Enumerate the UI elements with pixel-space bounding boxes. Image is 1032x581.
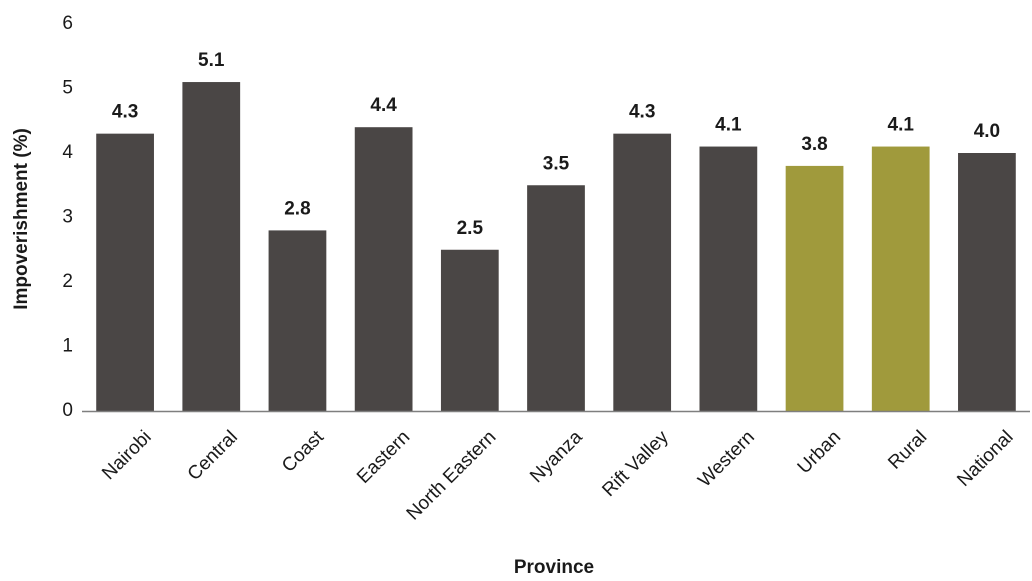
x-tick-label: National [953,427,1017,491]
x-tick-label: Urban [794,427,845,478]
x-tick-label: Nyanza [526,426,587,487]
data-label: 5.1 [198,50,225,71]
bars-group [96,82,1016,412]
x-axis-title: Province [514,557,594,578]
bar [699,146,758,412]
data-label: 3.8 [801,134,827,155]
x-tick-label: Nairobi [98,427,155,484]
y-tick-label: 4 [62,142,73,163]
x-tick-label: Eastern [353,427,414,488]
bar [268,230,327,411]
bar [182,82,241,412]
data-label: 4.3 [629,102,655,123]
data-labels-group: 4.3 5.1 2.8 4.4 2.5 3.5 4.3 4.1 3.8 4.1 4.0 [112,50,1000,239]
data-label: 4.3 [112,102,138,123]
data-label: 4.1 [715,115,742,136]
bar [613,133,672,411]
y-tick-label: 6 [62,13,73,34]
x-tick-label: North Eastern [403,427,501,525]
data-label: 2.5 [457,218,484,239]
data-label: 4.0 [974,121,1000,142]
data-label: 3.5 [543,153,570,174]
y-tick-label: 0 [62,400,73,421]
bar [354,127,413,411]
x-tick-label: Rural [884,427,931,474]
bar [527,185,585,411]
data-label: 4.1 [888,115,915,136]
y-axis-ticks: 0 1 2 3 4 5 6 [62,13,73,421]
bar [785,165,844,411]
data-label: 4.4 [370,95,397,116]
y-tick-label: 2 [62,271,73,292]
y-tick-label: 3 [62,207,73,228]
bar [96,133,154,411]
x-tick-label: Western [694,427,759,492]
y-axis-title: Impoverishment (%) [11,128,32,310]
bar [871,146,930,412]
y-tick-label: 5 [62,78,73,99]
x-tick-label: Coast [278,426,328,476]
x-tick-label: Central [184,427,242,485]
y-tick-label: 1 [62,336,73,357]
y-axis-title-group: Impoverishment (%) [11,128,32,310]
bar [440,249,499,411]
data-label: 2.8 [284,198,310,219]
bar [958,153,1016,411]
x-tick-label: Rift Valley [598,426,673,501]
